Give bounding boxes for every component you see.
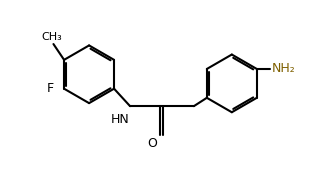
Text: NH₂: NH₂	[272, 63, 296, 75]
Text: F: F	[47, 82, 54, 95]
Text: CH₃: CH₃	[42, 32, 62, 42]
Text: HN: HN	[111, 113, 130, 126]
Text: O: O	[147, 137, 157, 149]
